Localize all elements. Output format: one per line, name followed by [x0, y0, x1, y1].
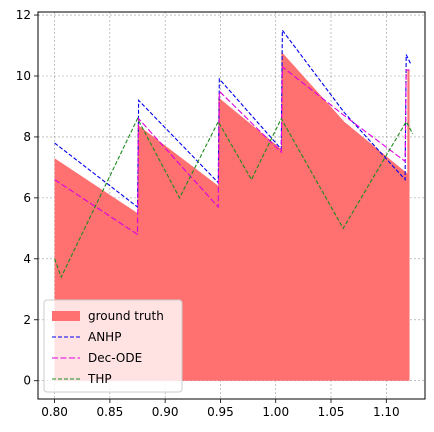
legend-swatch	[52, 311, 80, 321]
y-tick-label: 12	[16, 8, 31, 22]
x-tick-label: 0.90	[152, 405, 179, 419]
ground-truth-area	[54, 51, 410, 381]
y-tick-label: 4	[23, 252, 31, 266]
x-tick-label: 0.85	[97, 405, 124, 419]
plot-frame	[37, 11, 426, 400]
x-tick-label: 0.80	[41, 405, 68, 419]
y-tick-label: 10	[16, 69, 31, 83]
y-axis: 0 2 4 6 8 10 12	[16, 8, 38, 388]
x-axis: 0.80 0.85 0.90 0.95 1.00 1.05 1.10	[41, 399, 400, 419]
series-line-thp	[54, 117, 414, 279]
legend-box	[43, 299, 183, 393]
x-tick-label: 1.10	[373, 405, 400, 419]
x-tick-label: 0.95	[207, 405, 234, 419]
legend-items: ground truth ANHP Dec-ODE THP	[52, 309, 164, 386]
ground-truth-area-layer	[54, 51, 410, 381]
x-tick-label: 1.05	[318, 405, 345, 419]
series-layer	[54, 28, 414, 279]
y-tick-label: 0	[23, 374, 31, 388]
legend-label: Dec-ODE	[88, 351, 142, 365]
legend-label: THP	[87, 372, 112, 386]
x-tick-label: 1.00	[262, 405, 289, 419]
legend: ground truth ANHP Dec-ODE THP	[43, 299, 183, 393]
legend-label: ground truth	[88, 309, 164, 323]
y-tick-label: 2	[23, 313, 31, 327]
legend-label: ANHP	[88, 330, 121, 344]
y-tick-label: 6	[23, 191, 31, 205]
series-line-dec-ode	[54, 65, 410, 236]
y-tick-label: 8	[23, 130, 31, 144]
